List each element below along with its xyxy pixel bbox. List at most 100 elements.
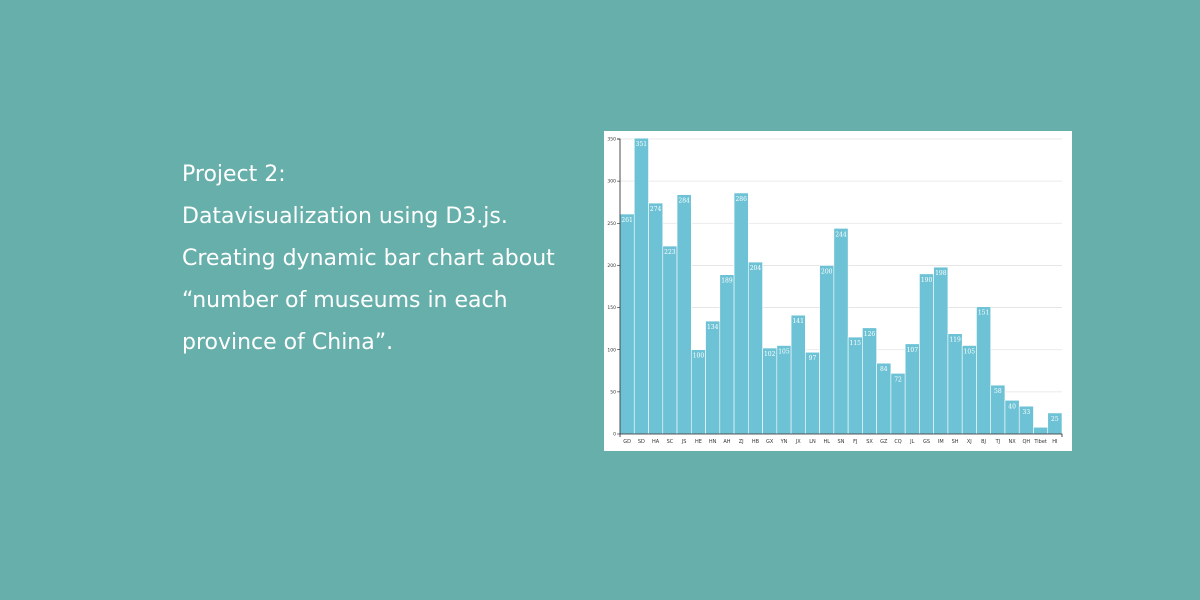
y-tick-label: 100 bbox=[607, 347, 616, 353]
value-label: 72 bbox=[894, 376, 902, 383]
x-tick-label: JL bbox=[909, 439, 914, 445]
museum-bar-chart: 0 50 100 150 200 250 300 350 261 GD 351 SD 274 HA 223 S… bbox=[607, 137, 1063, 445]
y-tick-label: 150 bbox=[607, 305, 616, 311]
x-tick-label: HN bbox=[709, 439, 717, 445]
x-tick-label: YN bbox=[780, 439, 788, 445]
value-label: 25 bbox=[1051, 416, 1059, 423]
x-tick-label: FJ bbox=[853, 439, 857, 445]
value-label: 105 bbox=[964, 349, 976, 356]
bar-SH[interactable] bbox=[947, 333, 963, 435]
value-label: 190 bbox=[921, 277, 933, 284]
value-label: 284 bbox=[678, 198, 690, 205]
value-label: 151 bbox=[978, 310, 989, 317]
bar-SD[interactable] bbox=[633, 137, 649, 435]
bar-JL[interactable] bbox=[904, 343, 920, 435]
description-line-2: Datavisualization using D3.js. bbox=[182, 204, 508, 229]
bar-JS[interactable] bbox=[676, 194, 692, 435]
value-label: 198 bbox=[935, 270, 947, 277]
bars bbox=[619, 137, 1063, 435]
bar-HN[interactable] bbox=[705, 320, 721, 435]
x-tick-label: LN bbox=[809, 439, 816, 445]
bar-HL[interactable] bbox=[819, 265, 835, 435]
bar-LN[interactable] bbox=[805, 351, 820, 435]
bar-JX[interactable] bbox=[790, 314, 806, 435]
x-tick-label: AH bbox=[723, 439, 730, 445]
y-tick-label: 200 bbox=[607, 263, 616, 269]
value-label: 274 bbox=[650, 206, 662, 213]
x-tick-label: JX bbox=[795, 439, 801, 445]
bar-GX[interactable] bbox=[762, 347, 778, 435]
description-line-4: “number of museums in each bbox=[182, 288, 508, 313]
value-label: 261 bbox=[621, 217, 632, 224]
value-label: 105 bbox=[778, 349, 790, 356]
x-tick-label: SN bbox=[838, 439, 845, 445]
x-tick-label: CQ bbox=[894, 439, 901, 445]
bar-GZ[interactable] bbox=[876, 362, 892, 435]
description-line-1: Project 2: bbox=[182, 162, 286, 187]
y-tick-label: 50 bbox=[610, 389, 616, 395]
x-tick-label: QH bbox=[1023, 439, 1031, 445]
y-tick-label: 300 bbox=[607, 179, 616, 185]
bar-HB[interactable] bbox=[748, 261, 763, 435]
x-tick-label: TJ bbox=[995, 439, 1001, 445]
bar-SC[interactable] bbox=[662, 245, 678, 435]
bar-HE[interactable] bbox=[690, 349, 706, 435]
x-tick-label: GD bbox=[623, 439, 631, 445]
x-tick-label: GX bbox=[766, 439, 774, 445]
x-tick-label: Tibet bbox=[1033, 439, 1047, 445]
bar-HA[interactable] bbox=[648, 202, 664, 435]
bar-Tibet[interactable] bbox=[1033, 426, 1049, 435]
value-label: 100 bbox=[693, 353, 705, 360]
x-tick-label: IM bbox=[938, 439, 944, 445]
bar-GS[interactable] bbox=[919, 273, 934, 435]
x-tick-label: SX bbox=[866, 439, 873, 445]
bar-SX[interactable] bbox=[862, 327, 877, 435]
x-tick-label: HA bbox=[652, 439, 660, 445]
value-label: 286 bbox=[735, 196, 747, 203]
bar-FJ[interactable] bbox=[847, 336, 863, 435]
value-label: 40 bbox=[1008, 403, 1016, 410]
value-label: 33 bbox=[1023, 409, 1031, 416]
x-tick-label: SH bbox=[952, 439, 959, 445]
axes bbox=[617, 138, 1063, 437]
x-tick-label: SC bbox=[667, 439, 674, 445]
bar-ZJ[interactable] bbox=[733, 192, 749, 435]
y-tick-label: 0 bbox=[613, 432, 616, 438]
value-label: 58 bbox=[994, 388, 1002, 395]
y-tick-label: 250 bbox=[607, 221, 616, 227]
value-label: 102 bbox=[764, 351, 776, 358]
bar-BJ[interactable] bbox=[976, 306, 992, 435]
value-label: 200 bbox=[821, 268, 833, 275]
value-label: 84 bbox=[880, 366, 888, 373]
x-tick-label: HI bbox=[1052, 439, 1057, 445]
chart-panel: 0 50 100 150 200 250 300 350 261 GD 351 SD 274 HA 223 S… bbox=[604, 131, 1072, 451]
value-label: 97 bbox=[809, 355, 817, 362]
x-tick-label: GZ bbox=[880, 439, 888, 445]
value-label: 134 bbox=[707, 324, 719, 331]
x-tick-label: NX bbox=[1009, 439, 1017, 445]
bar-XJ[interactable] bbox=[961, 345, 977, 435]
y-tick-label: 350 bbox=[607, 137, 616, 143]
value-label: 119 bbox=[949, 337, 961, 344]
x-tick-label: XJ bbox=[967, 439, 972, 445]
value-label: 244 bbox=[835, 231, 847, 238]
bar-SN[interactable] bbox=[833, 228, 849, 435]
x-tick-label: HB bbox=[752, 439, 760, 445]
x-tick-label: HE bbox=[695, 439, 702, 445]
x-tick-label: GS bbox=[923, 439, 930, 445]
bar-YN[interactable] bbox=[776, 345, 792, 435]
x-tick-label: HL bbox=[823, 439, 830, 445]
x-tick-label: ZJ bbox=[739, 439, 744, 445]
description-line-3: Creating dynamic bar chart about bbox=[182, 246, 555, 271]
value-label: 107 bbox=[907, 347, 919, 354]
bar-AH[interactable] bbox=[719, 274, 735, 435]
x-axis bbox=[619, 433, 1063, 437]
value-label: 223 bbox=[664, 249, 676, 256]
project-description: Project 2: Datavisualization using D3.js… bbox=[182, 154, 592, 364]
y-axis bbox=[617, 138, 621, 434]
x-tick-label: BJ bbox=[981, 439, 986, 445]
bar-GD[interactable] bbox=[619, 213, 635, 435]
value-label: 189 bbox=[721, 278, 733, 285]
bar-IM[interactable] bbox=[933, 266, 949, 435]
value-label: 204 bbox=[750, 265, 762, 272]
